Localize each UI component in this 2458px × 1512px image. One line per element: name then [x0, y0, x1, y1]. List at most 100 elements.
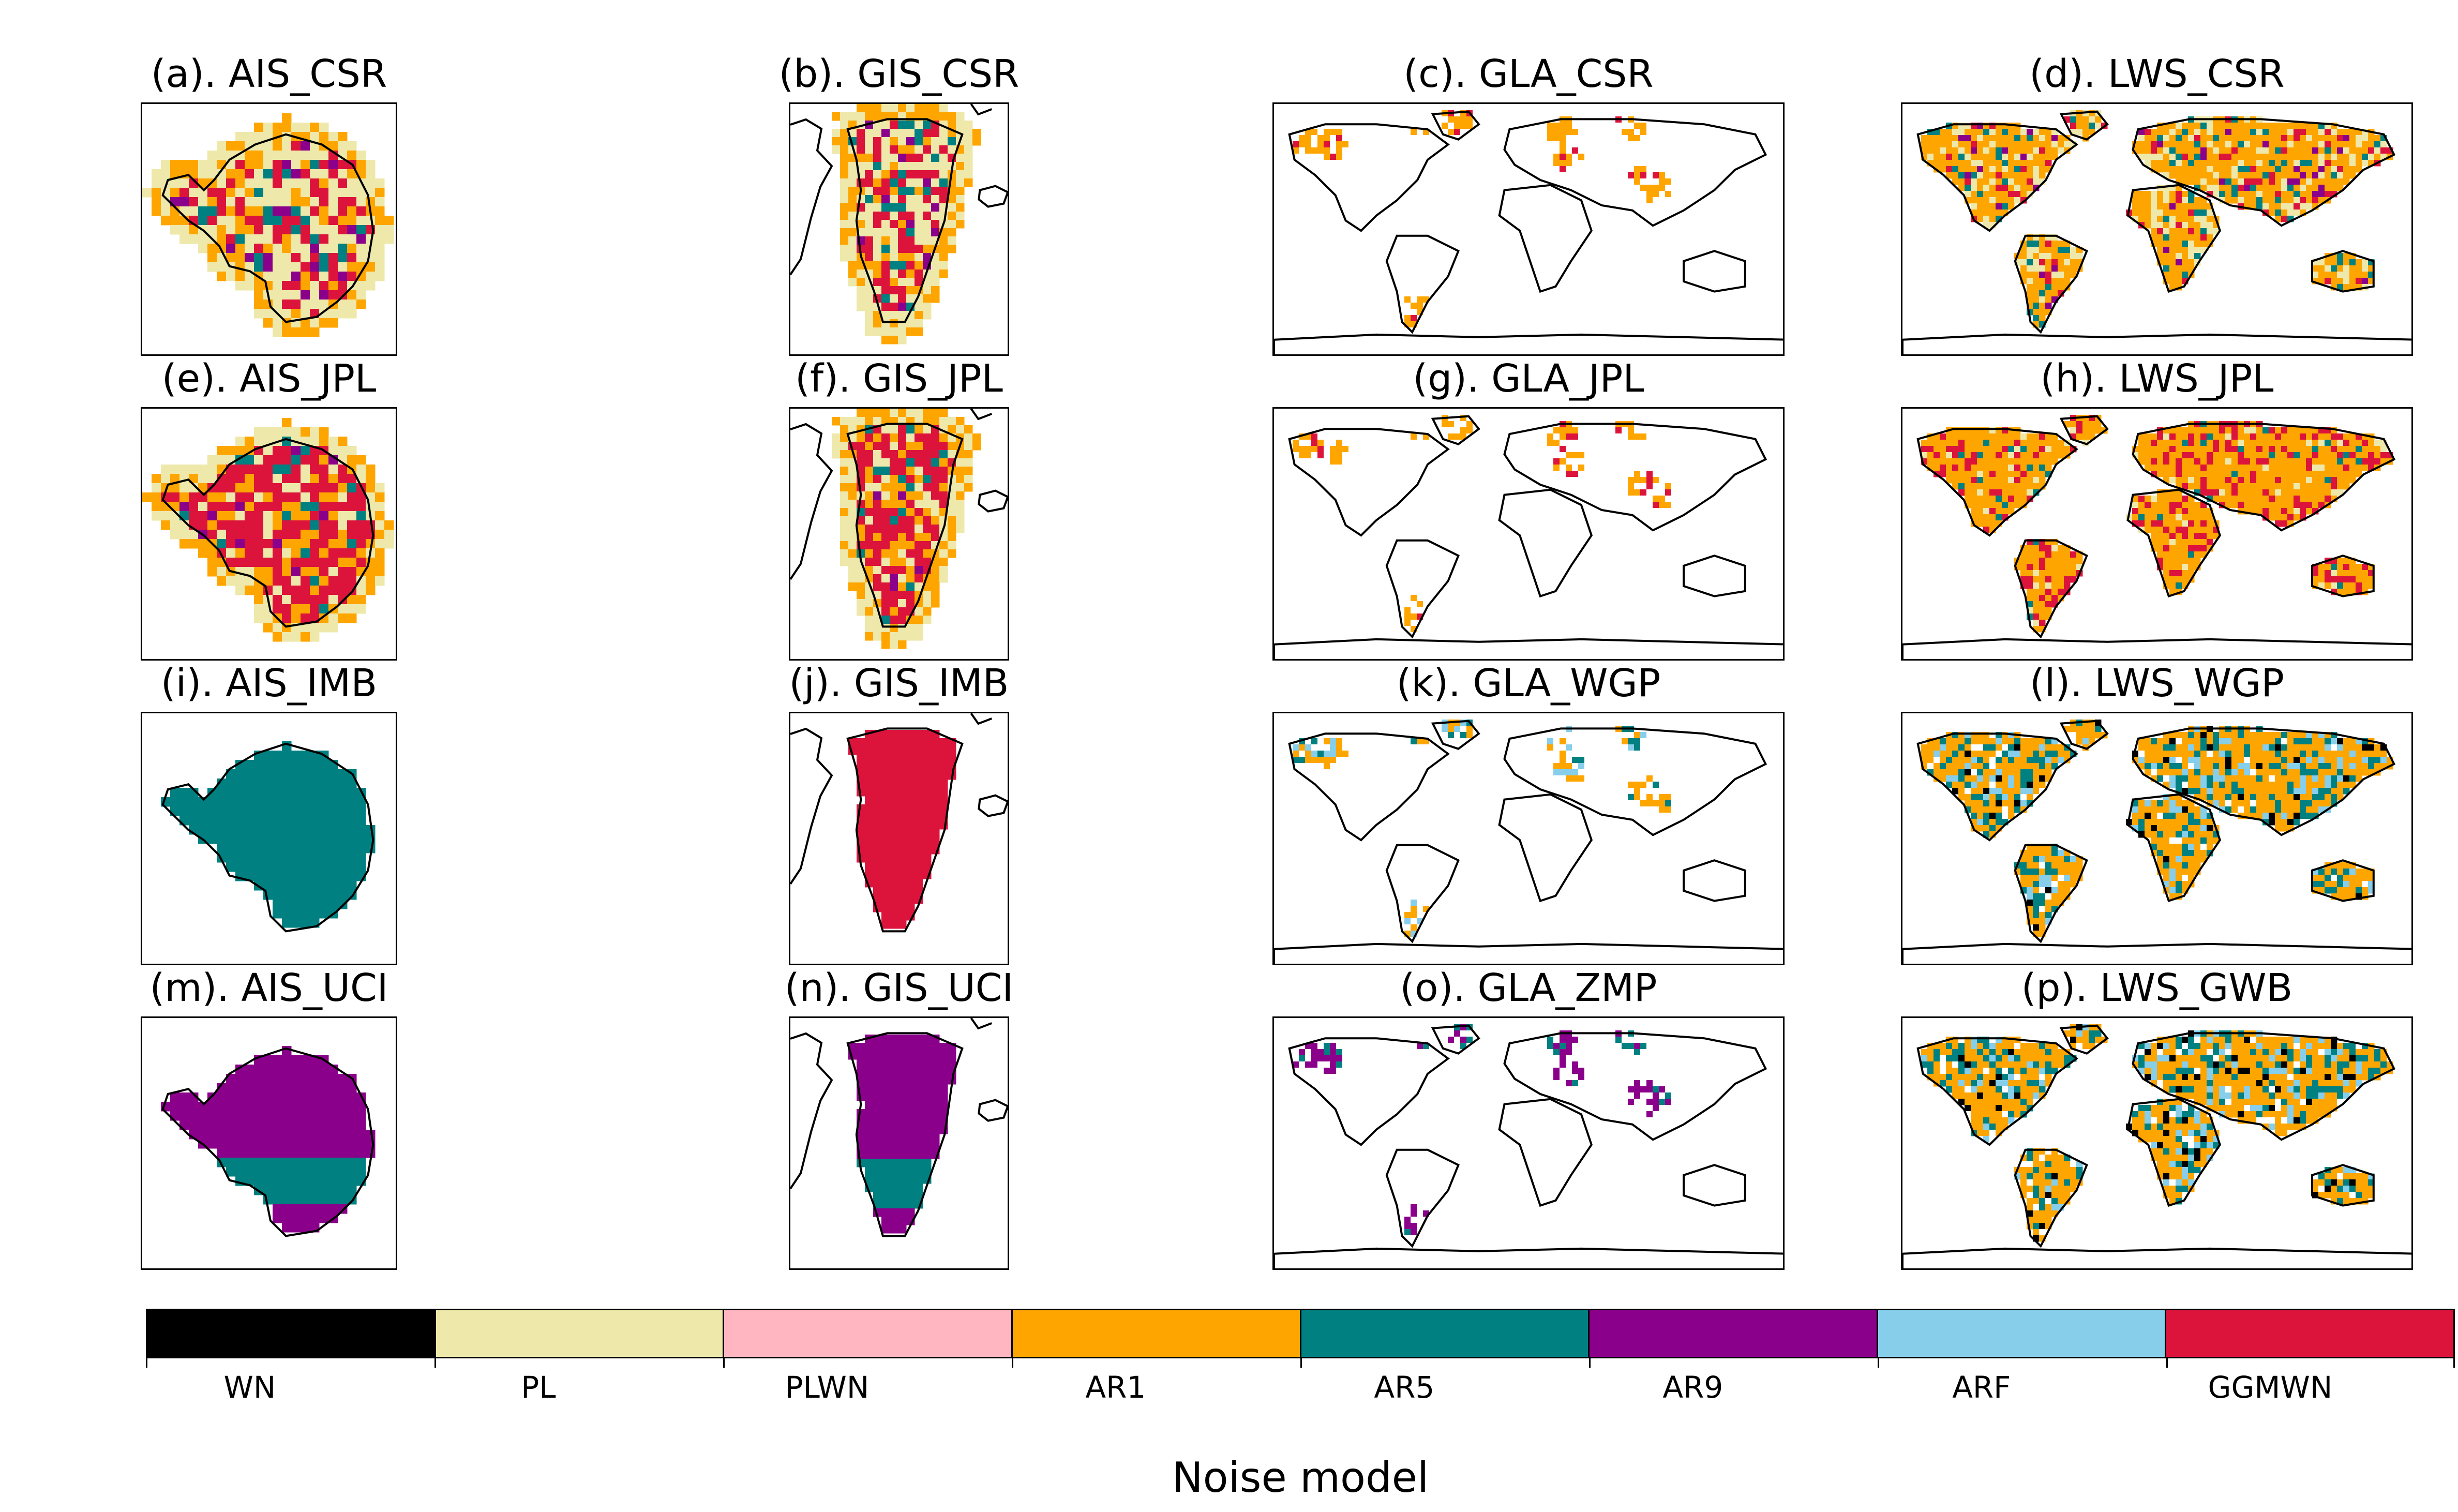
panel-title-j-gis-imb: (j). GIS_IMB [789, 661, 1009, 706]
colorbar [146, 1309, 2455, 1358]
coastline [790, 713, 1008, 933]
colorbar-label-ar5: AR5 [1374, 1370, 1435, 1405]
noise-cells [161, 1046, 376, 1233]
panel-title-e-ais-jpl: (e). AIS_JPL [161, 356, 377, 401]
noise-cells [1293, 110, 1671, 327]
panel-title-m-ais-uci: (m). AIS_UCI [149, 966, 388, 1010]
colorbar-label-wn: WN [223, 1370, 276, 1405]
coastline [161, 438, 374, 628]
colorbar-tick [2453, 1358, 2455, 1368]
colorbar-swatch-pl [436, 1310, 725, 1357]
colorbar-tick [1012, 1358, 1013, 1368]
coastline [161, 742, 374, 933]
colorbar-swatch-wn [147, 1310, 436, 1357]
colorbar-swatch-ar1 [1012, 1310, 1301, 1357]
coastline [1274, 110, 1783, 354]
noise-cells [848, 1035, 956, 1234]
panel-title-b-gis-csr: (b). GIS_CSR [778, 52, 1020, 96]
colorbar-label-plwn: PLWN [785, 1370, 870, 1405]
colorbar-tick [1878, 1358, 1879, 1368]
map-svg [1902, 1024, 2411, 1268]
map-svg [142, 113, 394, 337]
colorbar-swatch-plwn [724, 1310, 1013, 1357]
map-panel-h-lws-jpl [1901, 407, 2413, 661]
map-panel-l-lws-wgp [1901, 712, 2413, 965]
noise-cells [1921, 110, 2393, 328]
map-panel-n-gis-uci [789, 1016, 1009, 1270]
map-svg [161, 1046, 376, 1237]
panel-title-k-gla-wgp: (k). GLA_WGP [1396, 661, 1661, 706]
panel-title-g-gla-jpl: (g). GLA_JPL [1413, 356, 1644, 401]
panel-title-n-gis-uci: (n). GIS_UCI [784, 966, 1014, 1010]
colorbar-label-ggmwn: GGMWN [2208, 1370, 2333, 1405]
coastline [790, 1018, 1008, 1237]
map-svg [1902, 720, 2411, 964]
map-svg [1274, 110, 1783, 354]
map-panel-p-lws-gwb [1901, 1016, 2413, 1270]
noise-cells [161, 741, 376, 928]
map-svg [1902, 110, 2411, 354]
map-svg [1902, 415, 2411, 659]
noise-cells [1293, 415, 1671, 632]
map-svg [1274, 415, 1783, 659]
panel-title-c-gla-csr: (c). GLA_CSR [1403, 52, 1654, 96]
coastline [1902, 1024, 2411, 1268]
coastline [790, 104, 1008, 323]
map-svg [790, 1018, 1008, 1237]
coastline [1902, 415, 2411, 659]
panel-title-l-lws-wgp: (l). LWS_WGP [2029, 661, 2285, 706]
map-svg [1274, 720, 1783, 964]
noise-cells [1921, 720, 2393, 937]
map-svg [790, 104, 1008, 345]
colorbar-tick [1589, 1358, 1591, 1368]
map-panel-k-gla-wgp [1272, 712, 1785, 965]
colorbar-swatch-ar9 [1590, 1310, 1878, 1357]
colorbar-label-arf: ARF [1952, 1370, 2011, 1405]
map-panel-e-ais-jpl [141, 407, 397, 661]
colorbar-title: Noise model [1172, 1454, 1429, 1502]
map-panel-f-gis-jpl [789, 407, 1009, 661]
map-panel-o-gla-zmp [1272, 1016, 1785, 1270]
colorbar-tick [146, 1358, 147, 1368]
noise-cells [1921, 1024, 2393, 1242]
coastline [161, 133, 374, 323]
map-svg [142, 418, 394, 642]
noise-cells [848, 730, 956, 929]
colorbar-swatch-ar5 [1301, 1310, 1590, 1357]
colorbar-swatch-ggmwn [2166, 1310, 2453, 1357]
coastline [1274, 720, 1783, 964]
map-svg [161, 741, 376, 933]
map-panel-a-ais-csr [141, 102, 397, 356]
map-panel-i-ais-imb [141, 712, 397, 965]
colorbar-tick [2166, 1358, 2168, 1368]
noise-cells [832, 409, 981, 649]
panel-title-i-ais-imb: (i). AIS_IMB [160, 661, 378, 706]
coastline [1274, 1024, 1783, 1268]
map-panel-b-gis-csr [789, 102, 1009, 356]
coastline [1902, 720, 2411, 964]
map-panel-c-gla-csr [1272, 102, 1785, 356]
map-svg [790, 409, 1008, 649]
coastline [161, 1047, 374, 1237]
map-panel-m-ais-uci [141, 1016, 397, 1270]
panel-title-d-lws-csr: (d). LWS_CSR [2029, 52, 2285, 96]
map-panel-d-lws-csr [1901, 102, 2413, 356]
panel-title-o-gla-zmp: (o). GLA_ZMP [1400, 966, 1657, 1010]
panel-title-a-ais-csr: (a). AIS_CSR [151, 52, 387, 96]
coastline [790, 409, 1008, 628]
map-svg [790, 713, 1008, 933]
colorbar-swatch-arf [1878, 1310, 2167, 1357]
noise-cells [142, 418, 394, 642]
colorbar-tick [723, 1358, 725, 1368]
panel-title-h-lws-jpl: (h). LWS_JPL [2040, 356, 2274, 401]
noise-cells [832, 104, 981, 345]
noise-cells [142, 113, 394, 337]
colorbar-label-ar9: AR9 [1662, 1370, 1723, 1405]
colorbar-label-pl: PL [521, 1370, 556, 1405]
noise-cells [1921, 415, 2393, 633]
noise-cells [1293, 1024, 1671, 1235]
colorbar-tick [1300, 1358, 1302, 1368]
map-panel-j-gis-imb [789, 712, 1009, 965]
panel-title-f-gis-jpl: (f). GIS_JPL [795, 356, 1003, 401]
map-panel-g-gla-jpl [1272, 407, 1785, 661]
